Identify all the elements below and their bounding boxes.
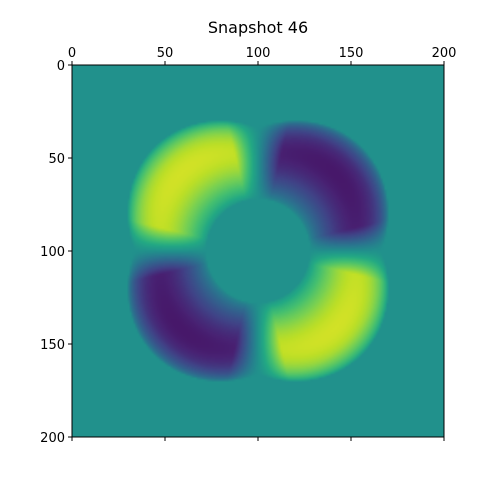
x-tick-label: 100	[246, 46, 271, 61]
y-tick-label: 150	[40, 338, 65, 353]
y-axis-ticks: 0 50 100 150 200	[40, 59, 72, 446]
heatmap-image	[72, 65, 444, 437]
x-axis-ticks: 0 50 100 150 200	[68, 46, 457, 441]
x-tick-label: 150	[339, 46, 364, 61]
x-tick-label: 200	[432, 46, 457, 61]
plot-area	[71, 64, 445, 438]
y-tick-label: 0	[57, 59, 65, 74]
y-tick-label: 100	[40, 245, 65, 260]
y-tick-label: 200	[40, 431, 65, 446]
y-tick-label: 50	[48, 152, 65, 167]
chart-title: Snapshot 46	[208, 18, 308, 37]
x-tick-label: 50	[157, 46, 174, 61]
x-tick-label: 0	[68, 46, 76, 61]
